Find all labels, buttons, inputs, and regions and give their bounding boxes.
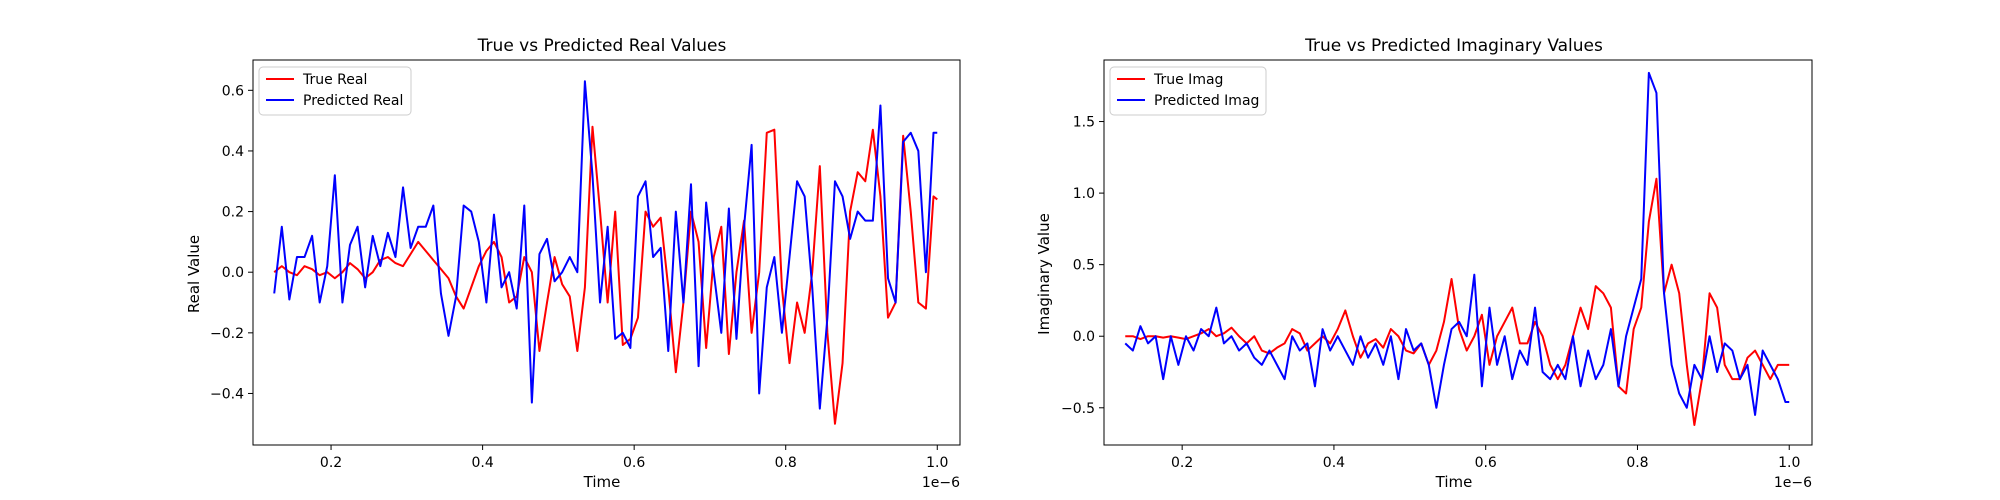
plot-frame xyxy=(1103,59,1813,446)
x-tick-label: 0.6 xyxy=(1475,455,1497,471)
legend: True Real Predicted Real xyxy=(258,66,412,116)
y-axis: −0.5 0.0 0.5 1.0 1.5 xyxy=(1061,115,1095,417)
y-tick-label: 1.0 xyxy=(1073,186,1095,202)
y-tick-label: 0.4 xyxy=(222,144,244,160)
y-axis-label: Real Value xyxy=(185,235,203,313)
x-axis-label: Time xyxy=(583,473,621,491)
plot-frame xyxy=(252,59,961,446)
x-offset-label: 1e−6 xyxy=(1774,475,1812,491)
y-tick-label: 0.0 xyxy=(222,265,244,281)
y-tick-label: 0.2 xyxy=(222,205,244,221)
series-line-true-imag xyxy=(1125,177,1790,426)
x-tick-label: 1.0 xyxy=(1778,455,1800,471)
x-tick-label: 0.8 xyxy=(1626,455,1648,471)
x-tick-label: 0.2 xyxy=(1171,455,1193,471)
x-axis: 0.2 0.4 0.6 0.8 1.0 xyxy=(1171,455,1800,471)
x-tick-label: 0.8 xyxy=(775,455,797,471)
legend: True Imag Predicted Imag xyxy=(1109,66,1267,116)
y-axis-label: Imaginary Value xyxy=(1035,213,1053,335)
legend-label-true-imag: True Imag xyxy=(1153,72,1223,88)
chart-title: True vs Predicted Real Values xyxy=(477,36,727,56)
y-tick-label: 0.0 xyxy=(1073,329,1095,345)
x-axis: 0.2 0.4 0.6 0.8 1.0 xyxy=(320,455,948,471)
y-axis: −0.4 −0.2 0.0 0.2 0.4 0.6 xyxy=(210,83,244,402)
series-line-true-real xyxy=(273,125,938,425)
series-line-predicted-real xyxy=(273,80,938,410)
y-tick-label: −0.4 xyxy=(210,386,244,402)
chart-title: True vs Predicted Imaginary Values xyxy=(1304,36,1603,56)
y-tick-label: 0.6 xyxy=(222,83,244,99)
legend-label-predicted-imag: Predicted Imag xyxy=(1154,93,1259,109)
x-tick-label: 0.4 xyxy=(1323,455,1345,471)
y-tick-label: 0.5 xyxy=(1073,258,1095,274)
y-tick-label: −0.2 xyxy=(210,326,244,342)
x-tick-label: 1.0 xyxy=(926,455,948,471)
x-axis-label: Time xyxy=(1435,473,1473,491)
imaginary-values-chart: True vs Predicted Imaginary Values 0.2 0… xyxy=(1035,36,1813,491)
legend-label-true-real: True Real xyxy=(302,72,367,88)
x-tick-label: 0.2 xyxy=(320,455,342,471)
x-offset-label: 1e−6 xyxy=(922,475,960,491)
series-line-predicted-imag xyxy=(1124,71,1790,416)
legend-box xyxy=(1109,66,1267,116)
y-tick-label: 1.5 xyxy=(1073,115,1095,131)
real-values-chart: True vs Predicted Real Values 0.2 0.4 0.… xyxy=(185,36,961,491)
x-tick-label: 0.6 xyxy=(623,455,645,471)
legend-label-predicted-real: Predicted Real xyxy=(303,93,403,109)
x-tick-label: 0.4 xyxy=(471,455,493,471)
y-tick-label: −0.5 xyxy=(1061,401,1095,417)
legend-box xyxy=(258,66,412,116)
